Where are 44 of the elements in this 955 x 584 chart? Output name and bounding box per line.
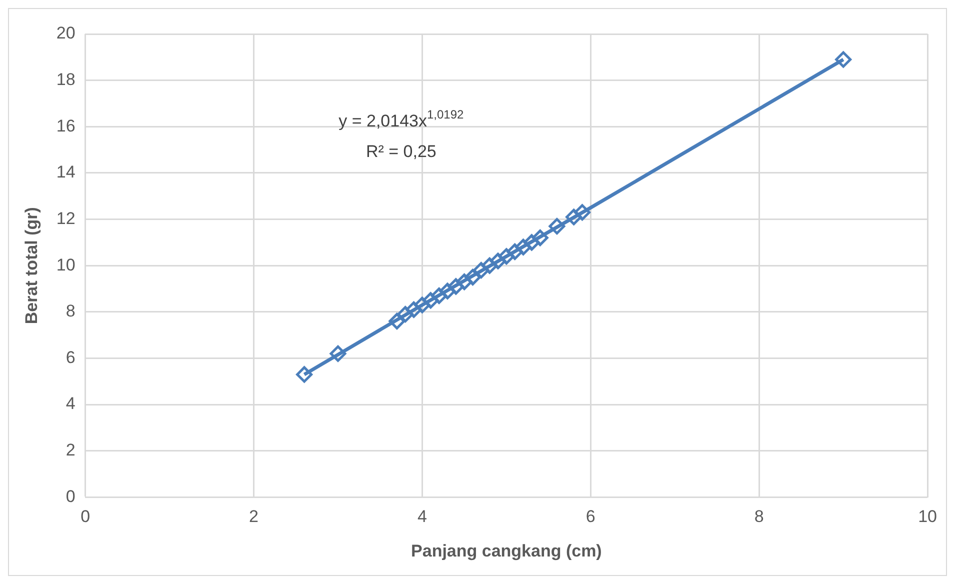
x-tick-label: 10 <box>918 507 938 526</box>
y-tick-label: 0 <box>66 486 76 506</box>
point <box>406 301 422 318</box>
point <box>490 252 506 270</box>
x-tick-label: 4 <box>417 507 427 526</box>
point <box>422 292 439 309</box>
y-axis-title: Berat total (gr) <box>22 207 41 324</box>
point <box>532 230 548 246</box>
point <box>835 51 852 68</box>
point <box>296 366 313 383</box>
point <box>430 287 448 304</box>
y-tick-label: 20 <box>56 24 76 43</box>
annotation: R² = 0,25 <box>366 142 436 161</box>
point <box>523 234 540 251</box>
point <box>330 345 346 362</box>
point <box>397 306 414 322</box>
point <box>456 274 473 290</box>
point <box>548 218 566 234</box>
point <box>464 268 481 286</box>
x-axis-title: Panjang cangkang (cm) <box>411 541 602 560</box>
y-tick-label: 2 <box>66 440 76 460</box>
x-tick-label: 0 <box>80 507 90 526</box>
point <box>574 204 590 221</box>
y-tick-label: 4 <box>66 394 76 414</box>
y-tick-label: 18 <box>56 70 76 90</box>
point <box>448 278 464 295</box>
y-tick-label: 14 <box>56 162 76 182</box>
point <box>506 243 524 260</box>
y-tick-label: 10 <box>56 255 76 274</box>
point <box>498 248 515 265</box>
point <box>481 257 498 274</box>
point <box>414 296 430 314</box>
point <box>472 262 490 278</box>
y-tick-label: 16 <box>56 116 76 136</box>
y-tick-label: 8 <box>66 302 76 321</box>
y-tick-label: 12 <box>56 208 76 228</box>
point <box>439 282 456 300</box>
point <box>566 208 582 226</box>
y-tick-label: 6 <box>66 348 76 367</box>
x-tick-label: 6 <box>586 507 596 526</box>
point <box>388 312 406 330</box>
x-tick-label: 2 <box>249 507 258 526</box>
x-tick-label: 8 <box>754 507 764 526</box>
point <box>515 238 532 256</box>
